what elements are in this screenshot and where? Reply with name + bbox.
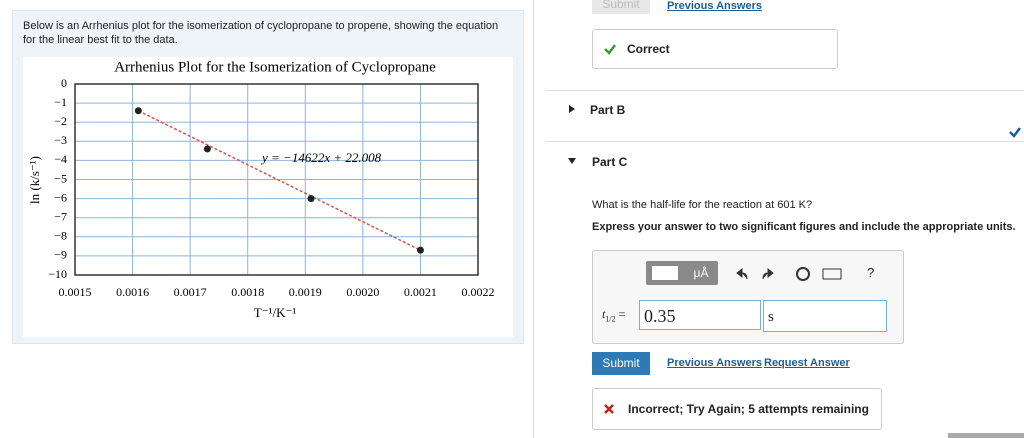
separator: [545, 90, 1024, 91]
part-b-check: [1009, 127, 1021, 138]
feedback-box: Incorrect; Try Again; 5 attempts remaini…: [592, 388, 882, 430]
fit-line: [137, 110, 421, 251]
chart-title: Arrhenius Plot for the Isomerization of …: [114, 59, 436, 75]
x-tick-label: 0.0015: [59, 285, 92, 299]
figure-panel: Below is an Arrhenius plot for the isome…: [12, 10, 524, 344]
y-tick-label: −2: [54, 114, 67, 128]
part-b[interactable]: Part B: [590, 103, 626, 117]
unit-input[interactable]: s: [763, 300, 887, 332]
template-button[interactable]: [652, 266, 678, 280]
feedback-text: Incorrect; Try Again; 5 attempts remaini…: [628, 402, 869, 416]
question: What is the half-life for the reaction a…: [592, 199, 813, 211]
y-tick-label: 0: [61, 76, 67, 90]
data-point: [307, 195, 315, 203]
plot-frame: [74, 83, 479, 276]
x-tick-label: 0.0021: [404, 285, 437, 299]
submit-button[interactable]: Submit: [592, 352, 650, 375]
x-tick-label: 0.0016: [116, 285, 149, 299]
expanded-icon[interactable]: [567, 156, 577, 166]
x-tick-label: 0.0019: [289, 285, 322, 299]
y-tick-label: −7: [54, 209, 67, 223]
label-eq: =: [618, 307, 626, 321]
collapsed-icon[interactable]: [567, 104, 577, 114]
correct-box: Correct: [592, 29, 838, 69]
y-tick-label: −10: [48, 267, 67, 281]
x-tick-label: 0.0020: [346, 285, 379, 299]
x-tick-label: 0.0018: [231, 285, 264, 299]
x-tick-label: 0.0022: [462, 285, 495, 299]
toolbar-icons[interactable]: [733, 265, 843, 283]
submit-disabled: Submit: [592, 0, 650, 14]
answer-instruction: Express your answer to two significant f…: [592, 221, 1016, 233]
y-tick-label: −1: [54, 95, 67, 109]
data-point: [203, 145, 211, 153]
answer-area: μÅ ? t1/2 = 0.35 s: [592, 250, 904, 344]
divider: [533, 0, 534, 438]
x-icon: [604, 404, 614, 414]
y-tick-label: −4: [54, 152, 67, 166]
label-var: t: [602, 307, 606, 321]
units-button[interactable]: μÅ: [693, 266, 709, 280]
data-point: [134, 107, 142, 115]
label-sub: 1/2: [605, 314, 616, 324]
instructions: Below is an Arrhenius plot for the isome…: [23, 20, 499, 46]
part-c[interactable]: Part C: [592, 155, 628, 169]
equation-annotation: y = −14622x + 22.008: [260, 150, 382, 165]
help-button[interactable]: ?: [867, 265, 875, 280]
check-icon: [604, 44, 616, 55]
correct-text: Correct: [627, 42, 670, 56]
request-answer-link[interactable]: Request Answer: [764, 357, 850, 369]
scroll-hint: [948, 433, 1024, 438]
y-tick-label: −9: [54, 248, 67, 262]
chart: Arrhenius Plot for the Isomerization of …: [27, 59, 495, 320]
y-tick-label: −3: [54, 133, 67, 147]
chart-bg: [23, 57, 513, 337]
value-input[interactable]: 0.35: [639, 300, 761, 330]
answer-label: t1/2 =: [602, 307, 625, 323]
previous-answers-link[interactable]: Previous Answers: [667, 357, 762, 369]
data-point: [416, 246, 424, 254]
x-axis-label: T⁻¹/K⁻¹: [254, 305, 297, 320]
toolbar-group: μÅ: [646, 261, 718, 285]
separator: [545, 141, 1024, 142]
y-tick-label: −8: [54, 229, 67, 243]
y-axis-label: ln (k/s⁻¹): [27, 156, 42, 204]
x-tick-label: 0.0017: [174, 285, 207, 299]
y-tick-label: −6: [54, 190, 67, 204]
y-tick-label: −5: [54, 171, 67, 185]
previous-answers-link[interactable]: Previous Answers: [667, 0, 762, 12]
